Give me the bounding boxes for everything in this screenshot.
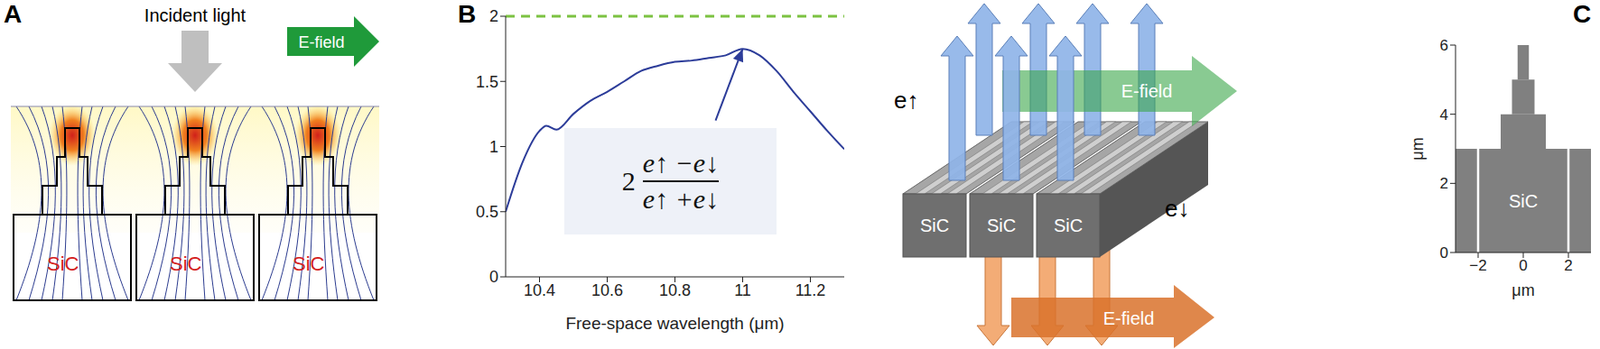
svg-text:−2: −2 — [1469, 257, 1487, 275]
svg-text:10.4: 10.4 — [523, 281, 556, 300]
svg-text:E-field: E-field — [297, 33, 345, 52]
html-text:e↑ +e↓: e↑ +e↓ — [642, 184, 719, 214]
svg-text:2: 2 — [1440, 175, 1449, 193]
html-text:2: 2 — [621, 166, 636, 196]
html-text:B: B — [457, 0, 477, 28]
svg-text:SiC: SiC — [46, 252, 80, 276]
svg-text:SiC: SiC — [920, 215, 949, 236]
svg-text:2: 2 — [489, 7, 499, 26]
svg-text:SiC: SiC — [1508, 191, 1538, 212]
svg-text:6: 6 — [1440, 37, 1449, 55]
svg-text:SiC: SiC — [292, 252, 326, 276]
svg-text:0: 0 — [1440, 244, 1449, 262]
svg-text:0: 0 — [489, 268, 499, 287]
svg-text:1.5: 1.5 — [475, 73, 499, 92]
html-text:C: C — [1572, 0, 1592, 28]
svg-text:SiC: SiC — [986, 215, 1016, 236]
svg-text:E-field: E-field — [1103, 308, 1155, 329]
svg-text:4: 4 — [1440, 106, 1449, 124]
svg-text:1: 1 — [489, 138, 499, 157]
svg-text:SiC: SiC — [1053, 215, 1083, 236]
svg-text:0: 0 — [1518, 257, 1527, 275]
svg-text:Free-space wavelength (μm): Free-space wavelength (μm) — [565, 314, 784, 334]
html-text:A: A — [3, 0, 22, 28]
svg-text:E-field: E-field — [1121, 81, 1173, 102]
svg-text:10.8: 10.8 — [659, 281, 691, 300]
svg-text:μm: μm — [1511, 281, 1535, 300]
svg-text:2: 2 — [1563, 257, 1573, 275]
svg-text:SiC: SiC — [169, 252, 203, 276]
svg-text:e↓: e↓ — [1164, 195, 1190, 223]
svg-text:11.2: 11.2 — [795, 281, 827, 300]
svg-text:μm: μm — [1408, 137, 1427, 160]
svg-text:Incident light: Incident light — [144, 5, 247, 26]
svg-text:11: 11 — [734, 281, 752, 300]
html-text:e↑ −e↓: e↑ −e↓ — [642, 148, 719, 178]
svg-text:0.5: 0.5 — [475, 203, 499, 222]
svg-text:e↑: e↑ — [893, 86, 919, 114]
svg-text:10.6: 10.6 — [591, 281, 624, 300]
